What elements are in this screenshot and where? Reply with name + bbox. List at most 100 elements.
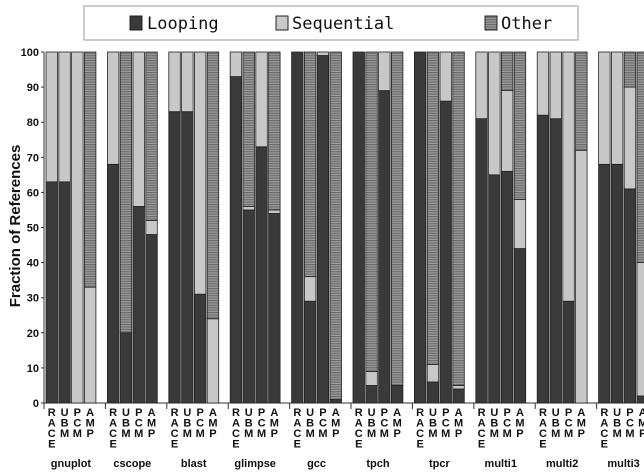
bar-segment-multi1-RACE-sequential <box>475 51 488 120</box>
policy-letter: M <box>428 428 437 440</box>
bar-segment-gnuplot-AMP-sequential <box>84 286 97 404</box>
group-label-multi3: multi3 <box>607 458 639 470</box>
bar-segment-multi1-UBM-looping <box>488 174 501 404</box>
bar-segment-cscope-AMP-sequential <box>145 220 158 235</box>
group-label-tpch: tpch <box>366 458 390 470</box>
policy-letter: M <box>564 428 573 440</box>
policy-letter: A <box>355 418 363 430</box>
bar-segment-multi2-UBM-sequential <box>549 51 562 120</box>
bar-segment-tpch-UBM-other <box>365 51 378 372</box>
bar-segment-tpcr-UBM-looping <box>426 381 440 404</box>
y-tick-label: 10 <box>27 363 39 375</box>
bar-segment-multi1-AMP-sequential <box>513 199 527 249</box>
policy-letter: E <box>232 439 239 451</box>
policy-letter: B <box>61 418 69 430</box>
group-label-tpcr: tpcr <box>429 458 451 470</box>
policy-letter: M <box>196 428 205 440</box>
bar-segment-glimpse-AMP-sequential <box>268 209 281 214</box>
policy-letter: P <box>332 428 339 440</box>
bar-group-multi1 <box>475 51 527 404</box>
bar-segment-multi1-PCM-sequential <box>500 90 514 172</box>
policy-letter: M <box>441 428 450 440</box>
bar-segment-multi2-PCM-sequential <box>562 51 575 302</box>
policy-letter: A <box>393 407 401 419</box>
bar-segment-multi2-RACE-sequential <box>536 51 550 116</box>
bar-segment-glimpse-UBM-looping <box>242 209 255 404</box>
bar-segment-cscope-PCM-sequential <box>132 51 145 207</box>
policy-letter: C <box>232 428 240 440</box>
bar-segment-gnuplot-UBM-sequential <box>58 51 71 183</box>
bar-segment-multi1-AMP-looping <box>513 248 527 404</box>
bar-segment-tpch-AMP-other <box>390 51 404 386</box>
policy-letter: E <box>294 439 301 451</box>
legend: Looping Sequential Other <box>83 5 579 41</box>
policy-letter: U <box>490 407 498 419</box>
policy-letter: U <box>122 407 130 419</box>
policy-letter: P <box>86 428 93 440</box>
legend-item-sequential: Sequential <box>275 14 394 34</box>
policy-letter: B <box>490 418 498 430</box>
legend-swatch-sequential <box>275 15 289 31</box>
bar-group-tpch <box>352 51 404 404</box>
bar-segment-cscope-PCM-looping <box>132 206 145 404</box>
policy-letter: B <box>613 418 621 430</box>
policy-letter: R <box>478 407 486 419</box>
bar-segment-blast-AMP-sequential <box>206 318 220 404</box>
policy-letter: A <box>577 407 585 419</box>
policy-letter: C <box>626 418 634 430</box>
bar-segment-multi3-PCM-looping <box>623 188 637 404</box>
policy-letter: M <box>73 428 82 440</box>
bar-segment-tpch-UBM-looping <box>365 385 378 404</box>
policy-letter: A <box>455 407 463 419</box>
bar-segment-tpcr-PCM-sequential <box>439 51 452 102</box>
bar-segment-glimpse-PCM-sequential <box>255 51 268 148</box>
policy-letter: R <box>232 407 240 419</box>
bar-segment-gcc-AMP-other <box>329 51 342 400</box>
bar-segment-gcc-UBM-sequential <box>303 276 317 302</box>
policy-letter: P <box>135 407 142 419</box>
bar-segment-cscope-AMP-other <box>145 51 158 221</box>
policy-letter: P <box>442 407 449 419</box>
policy-letter: P <box>503 407 510 419</box>
policy-letter: M <box>331 418 340 430</box>
policy-letter: R <box>171 407 179 419</box>
policy-letter: C <box>293 428 301 440</box>
group-label-gnuplot: gnuplot <box>51 458 92 470</box>
group-label-gcc: gcc <box>307 458 326 470</box>
y-tick-label: 70 <box>27 152 39 164</box>
group-label-multi2: multi2 <box>546 458 578 470</box>
x-axis-labels: RACEUBMPCMAMPgnuplotRACEUBMPCMAMPcscopeR… <box>48 407 644 470</box>
policy-letter: E <box>48 439 55 451</box>
bar-segment-cscope-RACE-looping <box>107 163 120 404</box>
bar-segment-multi1-UBM-sequential <box>488 51 501 176</box>
policy-letter: M <box>183 428 192 440</box>
policy-letter: P <box>319 407 326 419</box>
policy-letter: P <box>271 428 278 440</box>
policy-letter: C <box>503 418 511 430</box>
bar-segment-tpcr-PCM-looping <box>439 100 452 404</box>
bar-segment-multi2-AMP-sequential <box>575 149 588 404</box>
bar-segment-glimpse-UBM-sequential <box>242 206 255 211</box>
policy-letter: A <box>86 407 94 419</box>
bar-group-multi2 <box>536 51 588 404</box>
bar-group-multi3 <box>598 51 644 404</box>
policy-letter: C <box>478 428 486 440</box>
y-tick-label: 30 <box>27 293 39 305</box>
bar-segment-tpcr-UBM-other <box>426 51 440 365</box>
bar-segment-multi2-AMP-other <box>575 51 588 151</box>
policy-letter: B <box>245 418 253 430</box>
policy-letter: A <box>332 407 340 419</box>
policy-letter: M <box>244 428 253 440</box>
bar-segment-multi1-PCM-other <box>500 51 514 92</box>
policy-letter: R <box>539 407 547 419</box>
bar-segment-glimpse-PCM-looping <box>255 146 268 404</box>
bar-segment-blast-AMP-other <box>206 51 220 320</box>
policy-letter: C <box>196 418 204 430</box>
policy-letter: M <box>625 428 634 440</box>
bar-segment-blast-PCM-looping <box>193 293 207 404</box>
policy-letter: M <box>393 418 402 430</box>
bar-segment-blast-RACE-sequential <box>168 51 181 113</box>
group-label-cscope: cscope <box>113 458 151 470</box>
policy-letter: A <box>539 418 547 430</box>
bar-group-tpcr <box>413 51 465 404</box>
